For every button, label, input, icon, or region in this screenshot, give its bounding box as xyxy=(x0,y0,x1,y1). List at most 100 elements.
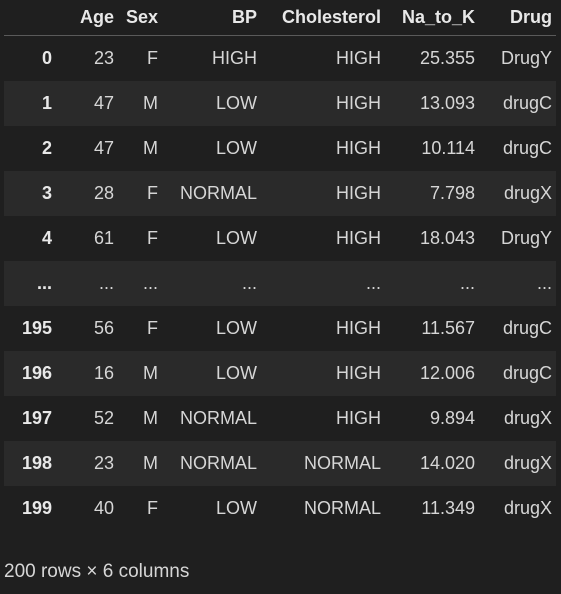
cell-cholesterol: HIGH xyxy=(336,93,382,113)
cell-age: 16 xyxy=(93,363,114,383)
cell-drug: drugX xyxy=(503,498,553,518)
cell-drug: drugX xyxy=(503,453,553,473)
cell-na-to-k: 18.043 xyxy=(419,228,476,248)
cell-na-to-k: 11.349 xyxy=(421,498,476,518)
cell-cholesterol: HIGH xyxy=(336,48,382,68)
cell-drug: drugC xyxy=(503,363,553,383)
table-row: 4 61 F LOW HIGH 18.043 DrugY xyxy=(4,216,556,261)
row-index: 197 xyxy=(21,408,52,428)
header-sex: Sex xyxy=(118,0,163,36)
cell-sex: F xyxy=(147,183,159,203)
cell-cholesterol: HIGH xyxy=(336,318,382,338)
row-index: 3 xyxy=(41,183,52,203)
cell-na-to-k: 14.020 xyxy=(419,453,476,473)
cell-drug: DrugY xyxy=(501,48,553,68)
table-row: 1 47 M LOW HIGH 13.093 drugC xyxy=(4,81,557,126)
cell-sex: F xyxy=(147,228,159,248)
cell-drug: drugX xyxy=(503,183,553,203)
ellipsis-row: ... ... ... ... ... ... ... xyxy=(4,261,557,306)
row-index: 195 xyxy=(21,318,52,338)
table-row: 3 28 F NORMAL HIGH 7.798 drugX xyxy=(4,171,557,216)
cell-cholesterol: HIGH xyxy=(336,408,382,428)
cell-sex: M xyxy=(143,408,159,428)
row-index: 196 xyxy=(21,363,52,383)
header-drug: Drug xyxy=(479,0,557,36)
cell-drug: drugC xyxy=(503,138,553,158)
cell-na-to-k: 9.894 xyxy=(429,408,476,428)
table-row: 199 40 F LOW NORMAL 11.349 drugX xyxy=(4,486,556,531)
table-row: 197 52 M NORMAL HIGH 9.894 drugX xyxy=(4,396,556,441)
cell-cholesterol: HIGH xyxy=(336,363,382,383)
row-index: 198 xyxy=(21,453,52,473)
cell-na-to-k: 12.006 xyxy=(419,363,476,383)
cell-age: 40 xyxy=(93,498,114,518)
header-cholesterol: Cholesterol xyxy=(261,0,386,36)
row-index: 199 xyxy=(21,498,52,518)
cell-bp: NORMAL xyxy=(180,408,258,428)
cell-bp: LOW xyxy=(216,318,258,338)
cell-bp: LOW xyxy=(216,498,258,518)
cell-cholesterol: HIGH xyxy=(336,138,382,158)
cell-na-to-k: 11.567 xyxy=(421,318,476,338)
table-row: 195 56 F LOW HIGH 11.567 drugC xyxy=(4,306,556,351)
cell-bp: LOW xyxy=(216,363,258,383)
cell-age: 61 xyxy=(93,228,114,248)
header-index xyxy=(4,0,56,36)
cell-sex: F xyxy=(147,498,159,518)
cell-sex: M xyxy=(143,453,159,473)
cell-cholesterol: NORMAL xyxy=(304,498,382,518)
cell-drug: drugC xyxy=(503,93,553,113)
table-row: 196 16 M LOW HIGH 12.006 drugC xyxy=(4,351,557,396)
table-row: 2 47 M LOW HIGH 10.114 drugC xyxy=(4,126,556,171)
cell-sex: M xyxy=(143,363,159,383)
header-row: Age Sex BP Cholesterol Na_to_K Drug xyxy=(4,0,557,36)
cell-sex: M xyxy=(143,93,159,113)
cell-age: ... xyxy=(98,273,114,293)
cell-sex: F xyxy=(147,318,159,338)
cell-cholesterol: HIGH xyxy=(336,228,382,248)
cell-bp: NORMAL xyxy=(180,183,258,203)
cell-bp: NORMAL xyxy=(180,453,258,473)
table-row: 0 23 F HIGH HIGH 25.355 DrugY xyxy=(4,36,556,82)
header-bp: BP xyxy=(162,0,262,36)
table-header: Age Sex BP Cholesterol Na_to_K Drug xyxy=(4,0,557,36)
cell-cholesterol: ... xyxy=(366,273,382,293)
header-na-to-k: Na_to_K xyxy=(385,0,480,36)
cell-age: 23 xyxy=(93,453,114,473)
cell-bp: ... xyxy=(242,273,258,293)
cell-bp: LOW xyxy=(216,138,258,158)
row-index: 2 xyxy=(41,138,52,158)
cell-drug: DrugY xyxy=(501,228,553,248)
table-body: 0 23 F HIGH HIGH 25.355 DrugY 1 47 M LOW… xyxy=(4,36,557,532)
row-index: ... xyxy=(36,273,52,293)
cell-age: 56 xyxy=(93,318,114,338)
cell-sex: F xyxy=(147,48,159,68)
cell-bp: LOW xyxy=(216,93,258,113)
row-index: 4 xyxy=(41,228,52,248)
table-row: 198 23 M NORMAL NORMAL 14.020 drugX xyxy=(4,441,557,486)
row-index: 1 xyxy=(41,93,52,113)
cell-na-to-k: 25.355 xyxy=(419,48,476,68)
cell-na-to-k: 7.798 xyxy=(429,183,476,203)
cell-na-to-k: ... xyxy=(460,273,476,293)
cell-sex: ... xyxy=(143,273,159,293)
cell-age: 23 xyxy=(93,48,114,68)
cell-bp: HIGH xyxy=(212,48,258,68)
cell-bp: LOW xyxy=(216,228,258,248)
cell-drug: drugX xyxy=(503,408,553,428)
dataframe-table: Age Sex BP Cholesterol Na_to_K Drug 0 23… xyxy=(4,0,557,532)
cell-cholesterol: NORMAL xyxy=(304,453,382,473)
cell-age: 47 xyxy=(93,93,114,113)
cell-age: 28 xyxy=(93,183,114,203)
cell-drug: drugC xyxy=(503,318,553,338)
cell-drug: ... xyxy=(537,273,553,293)
cell-sex: M xyxy=(143,138,159,158)
header-age: Age xyxy=(56,0,118,36)
row-index: 0 xyxy=(41,48,52,68)
dataframe-shape-summary: 200 rows × 6 columns xyxy=(4,561,190,582)
cell-na-to-k: 10.114 xyxy=(421,138,476,158)
cell-age: 47 xyxy=(93,138,114,158)
cell-age: 52 xyxy=(93,408,114,428)
cell-cholesterol: HIGH xyxy=(336,183,382,203)
